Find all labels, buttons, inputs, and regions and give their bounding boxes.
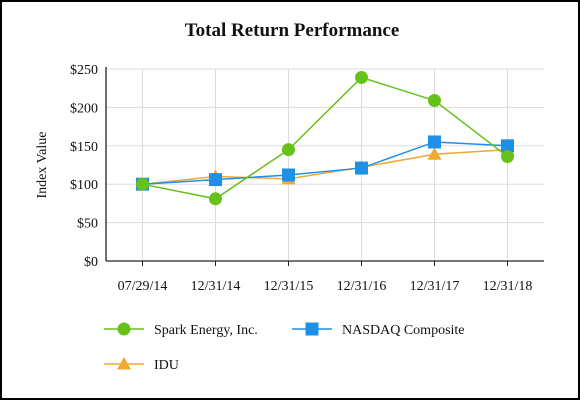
series-line <box>142 141 508 185</box>
legend-item: NASDAQ Composite <box>292 322 465 338</box>
series-nasdaq-composite <box>136 135 514 191</box>
data-point-square <box>282 168 295 182</box>
series-line <box>142 148 508 185</box>
axes <box>105 67 544 266</box>
gridlines <box>106 68 544 261</box>
data-point-circle <box>282 143 295 157</box>
y-tick-label: $100 <box>70 178 98 193</box>
legend: Spark Energy, Inc. NASDAQ Composite IDU <box>104 322 465 373</box>
y-tick-label: $150 <box>70 140 98 155</box>
legend-marker <box>117 357 131 370</box>
data-point-square <box>501 139 514 153</box>
x-tick-label: 12/31/18 <box>483 279 533 294</box>
series-spark-energy-inc <box>136 70 514 206</box>
legend-label: IDU <box>154 358 179 373</box>
legend-marker <box>117 322 131 336</box>
legend-marker <box>305 322 319 336</box>
legend-label: Spark Energy, Inc. <box>154 323 258 338</box>
x-tick-label: 12/31/15 <box>264 279 314 294</box>
series-line <box>142 76 508 200</box>
x-tick-label: 12/31/16 <box>337 279 387 294</box>
series-layer <box>135 70 515 206</box>
y-axis-label: Index Value <box>35 132 50 199</box>
data-point-square <box>355 161 368 175</box>
series-idu <box>135 142 515 190</box>
data-point-circle <box>355 70 368 84</box>
x-tick-label: 12/31/17 <box>410 279 460 294</box>
data-point-triangle <box>427 147 442 160</box>
data-point-circle <box>209 192 222 206</box>
data-point-circle <box>136 177 149 191</box>
legend-item: IDU <box>104 357 179 373</box>
chart-title: Total Return Performance <box>185 20 400 41</box>
legend-label: NASDAQ Composite <box>342 323 465 338</box>
legend-item: Spark Energy, Inc. <box>104 322 258 338</box>
data-point-square <box>428 135 441 149</box>
data-point-circle <box>428 93 441 107</box>
y-tick-label: $0 <box>84 255 98 270</box>
x-tick-label: 07/29/14 <box>118 279 168 294</box>
tick-labels: $0 $50 $100 $150 $200 $250 07/29/14 12/31/14 12/… <box>70 63 532 294</box>
y-tick-label: $50 <box>77 217 98 232</box>
data-point-circle <box>501 150 514 164</box>
y-tick-label: $250 <box>70 63 98 78</box>
x-tick-label: 12/31/14 <box>191 279 241 294</box>
y-tick-label: $200 <box>70 101 98 116</box>
data-point-square <box>209 173 222 187</box>
